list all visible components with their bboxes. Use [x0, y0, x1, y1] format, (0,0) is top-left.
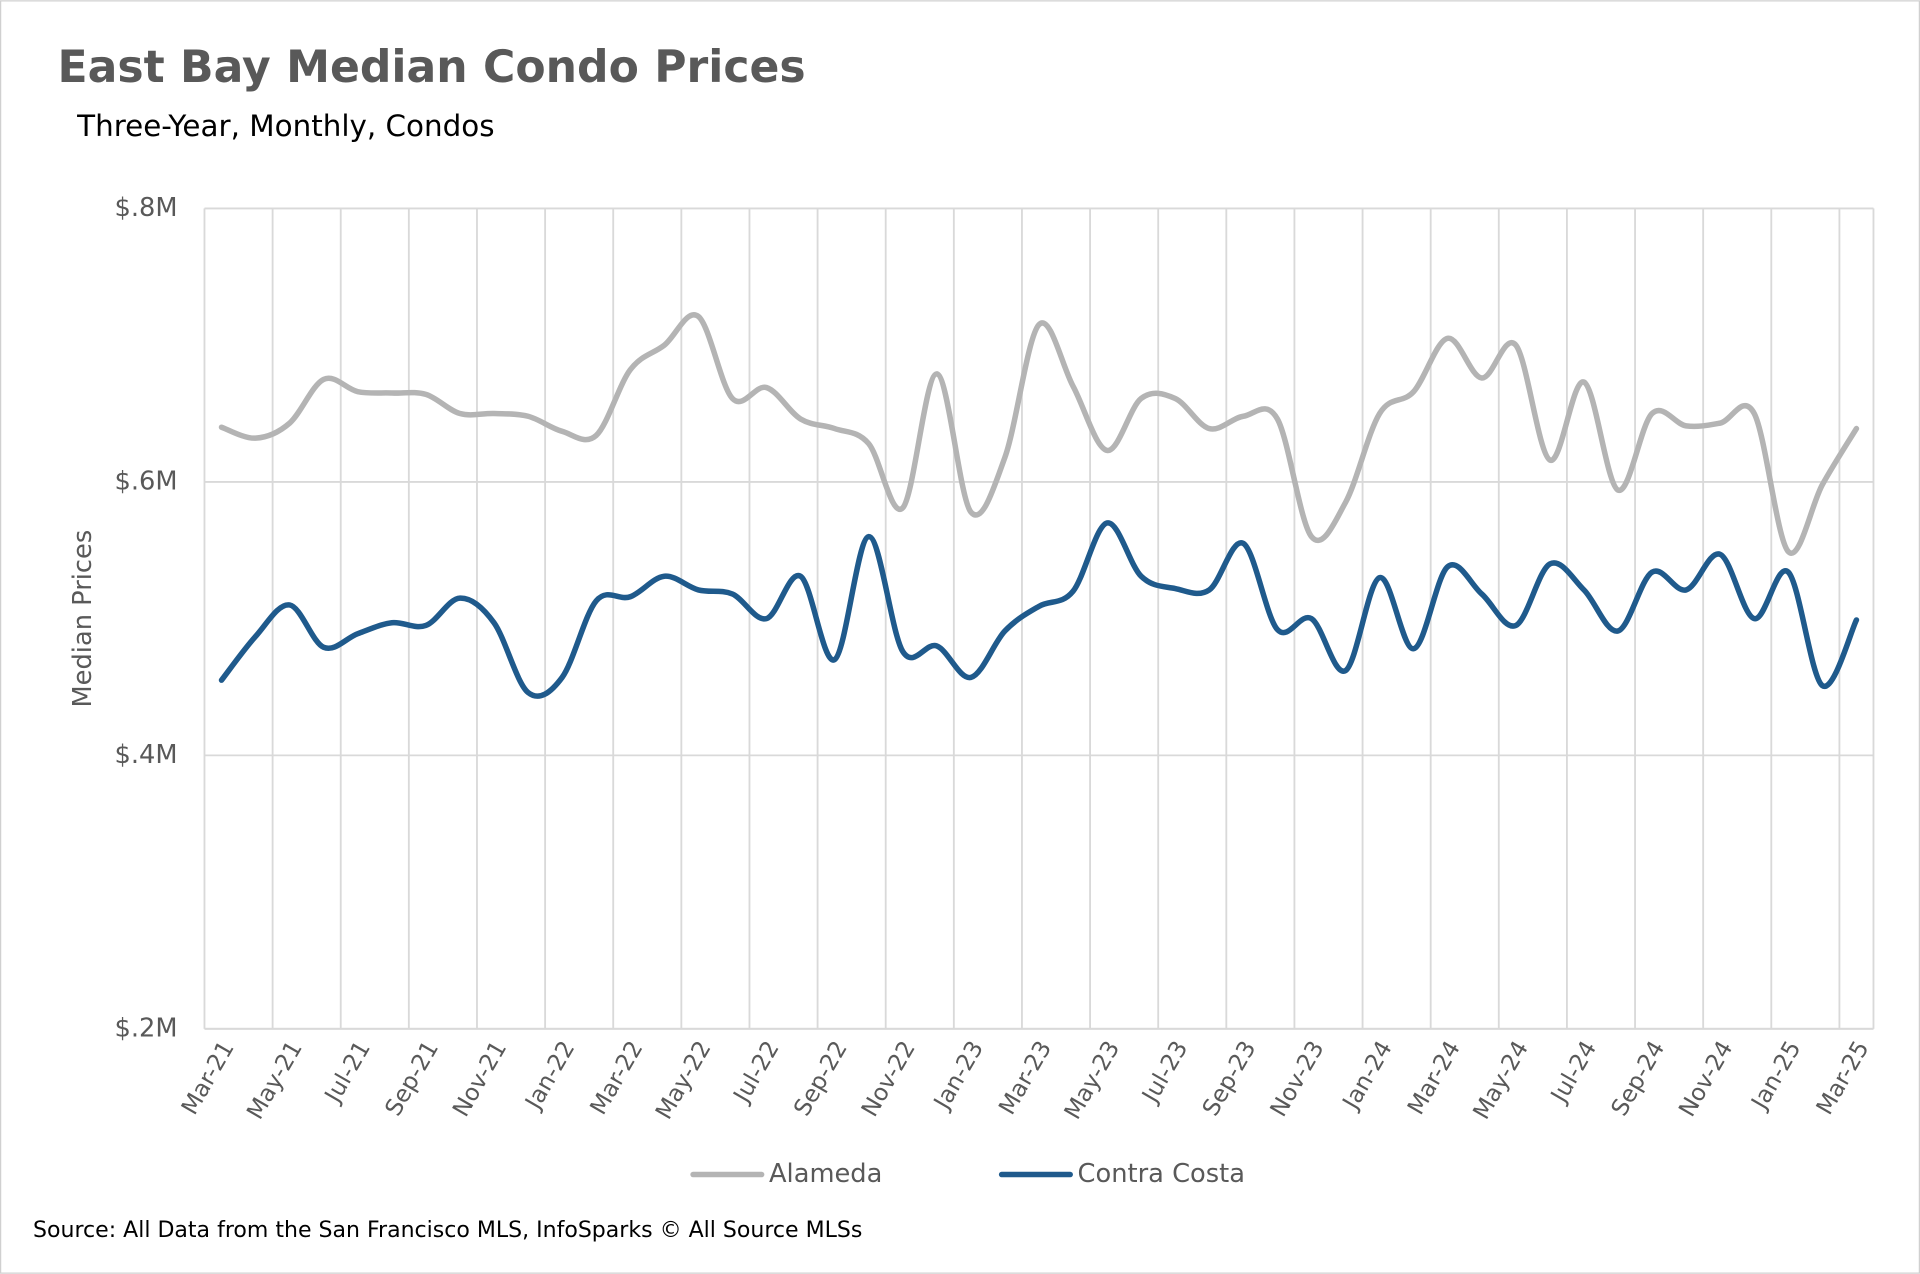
y-tick-label: $.8M	[114, 193, 177, 223]
legend-label: Contra Costa	[1078, 1159, 1245, 1189]
series-line	[218, 520, 1860, 699]
y-tick-label: $.6M	[114, 466, 177, 496]
series-line	[218, 312, 1860, 556]
source-note: Source: All Data from the San Francisco …	[33, 1218, 862, 1243]
y-tick-label: $.4M	[114, 740, 177, 770]
y-tick-label: $.2M	[114, 1013, 177, 1043]
chart-title: East Bay Median Condo Prices	[58, 42, 806, 93]
legend-label: Alameda	[769, 1159, 882, 1189]
y-axis-label: Median Prices	[68, 530, 98, 708]
chart-subtitle: Three-Year, Monthly, Condos	[76, 109, 494, 143]
